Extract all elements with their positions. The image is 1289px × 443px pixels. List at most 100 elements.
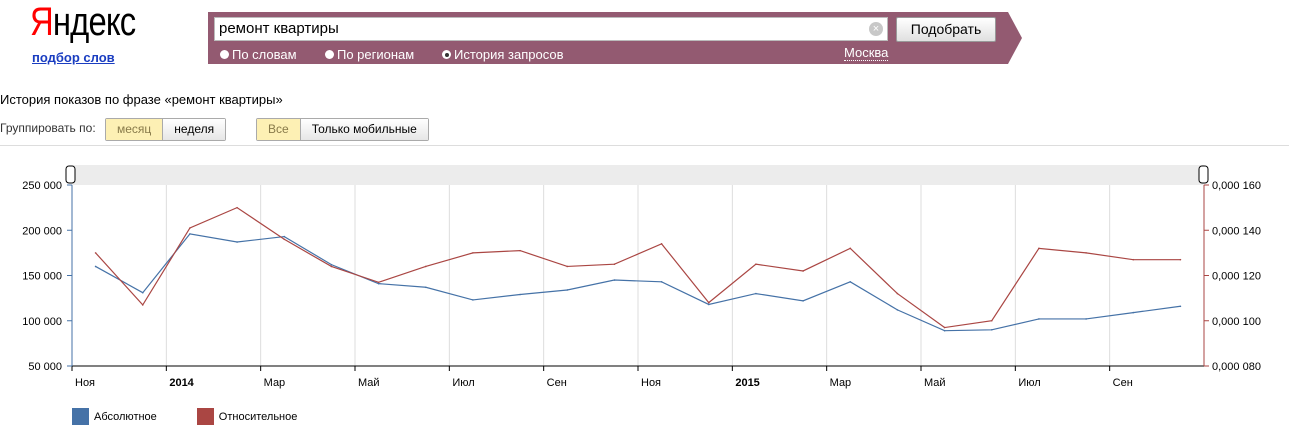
data-point [896,292,899,295]
data-point [330,263,333,266]
search-input[interactable]: ремонт квартиры × [214,17,888,41]
y-left-tick-label: 50 000 [28,361,62,373]
radio-words[interactable]: По словам [220,47,297,62]
data-point [943,329,946,332]
logo-text: ндекс [52,0,136,44]
data-point [1038,247,1040,250]
data-point [1085,252,1087,254]
data-point [896,309,899,311]
x-tick-label: Май [924,377,946,389]
data-point [236,206,238,209]
x-tick-label: Июл [452,377,474,389]
radio-regions[interactable]: По регионам [325,47,414,62]
legend-label: Абсолютное [94,410,157,423]
legend-absolute[interactable]: Абсолютное [72,408,157,425]
data-point [283,238,286,241]
group-toggle: месяц неделя [105,118,227,141]
data-point [990,329,993,331]
yandex-logo[interactable]: Яндекс [30,0,136,44]
x-tick-label: Мар [830,377,852,389]
data-point [849,281,852,283]
data-point [849,247,852,250]
group-week-button[interactable]: неделя [162,119,226,140]
data-point [1038,318,1040,320]
data-point [330,265,333,268]
legend-swatch [196,408,214,425]
data-point [613,263,616,265]
group-label: Группировать по: [0,121,96,135]
x-tick-label: Мар [264,377,286,389]
data-point [424,286,427,289]
data-point [472,299,474,301]
y-right-tick-label: 0,000 120 [1212,271,1261,283]
device-toggle: Все Только мобильные [256,118,429,141]
device-mobile-button[interactable]: Только мобильные [299,119,428,140]
region-link[interactable]: Москва [844,45,889,61]
data-point [141,304,144,306]
data-point [141,291,144,294]
y-right-tick-label: 0,000 160 [1212,180,1261,192]
data-point [377,282,380,285]
data-point [802,270,804,272]
data-point [566,289,569,291]
submit-button[interactable]: Подобрать [896,17,996,42]
wordstat-link[interactable]: подбор слов [32,50,115,65]
data-point [1132,311,1135,314]
logo-letter: Я [30,0,54,44]
page-title: История показов по фразе «ремонт квартир… [0,92,283,107]
radio-label: По словам [232,47,297,62]
legend-label: Относительное [218,410,298,423]
search-value: ремонт квартиры [219,20,339,37]
data-point [472,252,474,254]
range-handle-left[interactable] [65,165,76,184]
x-tick-label: Июл [1018,377,1040,389]
series-line-relative [95,206,1181,329]
search-panel-arrow [1008,12,1022,64]
y-left-tick-label: 100 000 [22,316,62,328]
data-point [755,263,757,265]
y-right-tick-label: 0,000 080 [1212,361,1261,373]
data-point [424,265,427,268]
radio-label: История запросов [454,47,564,62]
data-point [660,281,663,283]
range-scrollbar[interactable] [72,165,1204,185]
series-line-absolute [95,233,1181,332]
data-point [566,265,569,268]
data-point [519,293,521,296]
data-point [707,301,710,304]
y-left-tick-label: 150 000 [22,271,62,283]
data-point [94,252,97,254]
data-point [377,281,380,284]
x-tick-label: 2014 [169,377,194,389]
range-handle-right[interactable] [1198,165,1209,184]
clear-icon[interactable]: × [869,22,883,36]
x-tick-label: 2015 [735,377,759,389]
data-point [189,233,191,235]
radio-history[interactable]: История запросов [442,47,564,62]
x-tick-label: Сен [547,377,567,389]
divider [0,145,1289,146]
data-point [660,243,663,245]
data-point [519,249,521,252]
radio-icon [220,50,229,59]
legend-swatch [72,408,89,425]
data-point [613,279,616,281]
x-tick-label: Ноя [75,377,95,389]
data-point [1085,318,1087,320]
data-point [943,326,946,329]
data-point [755,292,757,295]
legend-relative[interactable]: Относительное [196,408,298,425]
data-point [236,241,238,243]
history-chart: Ноя 2014 Мар Май Июл Сен Ноя 2015 Мар Май Июл Сен 25… [22,165,1261,389]
chart-legend: Абсолютное Относительное [72,408,297,425]
data-point [990,319,993,322]
device-all-button[interactable]: Все [257,119,300,140]
radio-checked-icon [442,50,451,59]
radio-icon [325,50,334,59]
data-point [1179,258,1182,261]
y-right-tick-label: 0,000 140 [1212,225,1261,237]
radio-label: По регионам [337,47,415,62]
data-point [707,303,710,306]
group-month-button[interactable]: месяц [106,119,163,140]
x-tick-label: Ноя [641,377,661,389]
